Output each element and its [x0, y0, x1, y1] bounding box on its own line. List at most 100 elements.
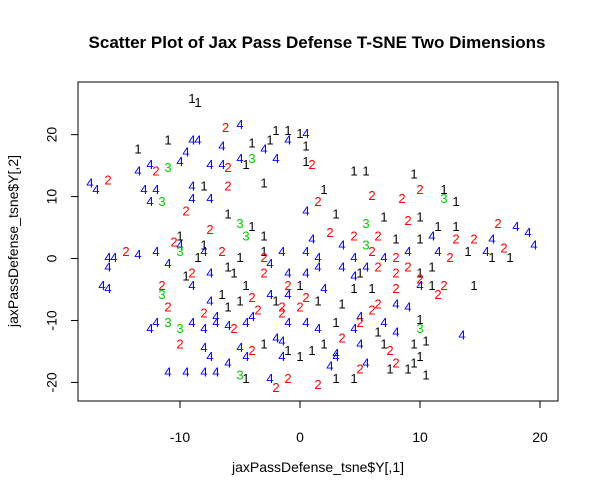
data-point-label-1: 1	[410, 355, 417, 370]
x-tick-label: 10	[412, 429, 428, 445]
data-point-label-4: 4	[350, 250, 357, 265]
data-point-label-1: 1	[410, 166, 417, 181]
data-point-label-4: 4	[188, 179, 195, 194]
y-tick-label: 0	[44, 254, 60, 262]
data-point-label-4: 4	[248, 309, 255, 324]
data-point-label-1: 1	[260, 337, 267, 352]
data-point-label-4: 4	[86, 176, 93, 191]
data-point-label-1: 1	[314, 293, 321, 308]
data-point-label-4: 4	[278, 349, 285, 364]
data-point-label-4: 4	[314, 250, 321, 265]
data-point-label-3: 3	[416, 321, 423, 336]
data-point-label-3: 3	[242, 228, 249, 243]
data-point-label-1: 1	[224, 259, 231, 274]
data-point-label-2: 2	[416, 272, 423, 287]
data-point-label-2: 2	[224, 160, 231, 175]
data-point-label-2: 2	[278, 306, 285, 321]
data-point-label-4: 4	[212, 315, 219, 330]
data-point-label-3: 3	[362, 216, 369, 231]
data-point-label-4: 4	[338, 259, 345, 274]
data-point-label-4: 4	[338, 238, 345, 253]
data-point-label-4: 4	[110, 250, 117, 265]
data-points: 112 4 1 1 141 44 1 1 41 4 4 4 14 3 44 4 4 42 1 12 1 14 2 32 144 4…	[86, 91, 537, 395]
data-point-label-4: 4	[146, 194, 153, 209]
data-point-label-2: 2	[368, 303, 375, 318]
data-point-label-1: 1	[416, 210, 423, 225]
x-tick-label: 0	[296, 429, 304, 445]
data-point-label-4: 4	[176, 238, 183, 253]
data-point-label-2: 2	[104, 173, 111, 188]
data-point-label-1: 1	[296, 278, 303, 293]
y-tick-label: -10	[44, 310, 60, 330]
data-point-label-1: 1	[260, 228, 267, 243]
data-point-label-2: 2	[188, 265, 195, 280]
data-point-label-2: 2	[158, 278, 165, 293]
data-point-label-3: 3	[176, 244, 183, 259]
data-point-label-4: 4	[104, 259, 111, 274]
data-point-label-4: 4	[104, 250, 111, 265]
data-point-label-4: 4	[284, 287, 291, 302]
x-axis: -10 0 10 20	[170, 400, 548, 445]
data-point-label-4: 4	[380, 250, 387, 265]
data-point-label-2: 2	[200, 306, 207, 321]
data-point-label-4: 4	[236, 340, 243, 355]
data-point-label-4: 4	[152, 315, 159, 330]
data-point-label-4: 4	[206, 349, 213, 364]
data-point-label-2: 2	[314, 377, 321, 392]
data-point-label-4: 4	[404, 244, 411, 259]
y-tick-label: -20	[44, 372, 60, 392]
data-point-label-2: 2	[440, 278, 447, 293]
data-point-label-4: 4	[284, 132, 291, 147]
data-point-label-4: 4	[164, 365, 171, 380]
data-point-label-4: 4	[260, 142, 267, 157]
data-point-label-1: 1	[176, 228, 183, 243]
data-point-label-4: 4	[188, 315, 195, 330]
data-point-label-1: 1	[242, 157, 249, 172]
data-point-label-2: 2	[254, 303, 261, 318]
data-point-label-2: 2	[392, 355, 399, 370]
data-point-label-4: 4	[188, 132, 195, 147]
data-point-label-1: 1	[260, 244, 267, 259]
data-point-label-4: 4	[206, 293, 213, 308]
data-point-label-1: 1	[422, 368, 429, 383]
data-point-label-2: 2	[374, 259, 381, 274]
data-point-label-2: 2	[470, 231, 477, 246]
data-point-label-2: 2	[248, 290, 255, 305]
data-point-label-4: 4	[332, 349, 339, 364]
data-point-label-2: 2	[122, 244, 129, 259]
data-point-label-2: 2	[398, 191, 405, 206]
data-point-label-2: 2	[278, 300, 285, 315]
data-point-label-4: 4	[314, 321, 321, 336]
data-point-label-3: 3	[236, 368, 243, 383]
data-point-label-4: 4	[302, 244, 309, 259]
data-point-label-4: 4	[356, 309, 363, 324]
data-point-label-1: 1	[260, 176, 267, 191]
data-point-label-4: 4	[266, 256, 273, 271]
data-point-label-4: 4	[458, 327, 465, 342]
data-point-label-2: 2	[416, 182, 423, 197]
data-point-label-2: 2	[260, 250, 267, 265]
data-point-label-4: 4	[524, 225, 531, 240]
data-point-label-2: 2	[308, 157, 315, 172]
data-point-label-4: 4	[278, 244, 285, 259]
data-point-label-4: 4	[194, 132, 201, 147]
data-point-label-4: 4	[152, 244, 159, 259]
data-point-label-1: 1	[272, 293, 279, 308]
data-point-label-4: 4	[530, 238, 537, 253]
data-point-label-4: 4	[392, 296, 399, 311]
data-point-label-4: 4	[206, 157, 213, 172]
data-point-label-1: 1	[386, 361, 393, 376]
data-point-label-4: 4	[284, 315, 291, 330]
data-point-label-4: 4	[416, 278, 423, 293]
data-point-label-1: 1	[296, 126, 303, 141]
data-point-label-2: 2	[392, 250, 399, 265]
data-point-label-4: 4	[176, 154, 183, 169]
data-point-label-1: 1	[272, 123, 279, 138]
data-point-label-4: 4	[302, 204, 309, 219]
data-point-label-4: 4	[212, 365, 219, 380]
data-point-label-4: 4	[140, 182, 147, 197]
y-axis-label: jaxPassDefense_tsne$Y[,2]	[5, 155, 21, 328]
data-point-label-2: 2	[164, 300, 171, 315]
data-point-label-2: 2	[182, 204, 189, 219]
data-point-label-1: 1	[452, 219, 459, 234]
